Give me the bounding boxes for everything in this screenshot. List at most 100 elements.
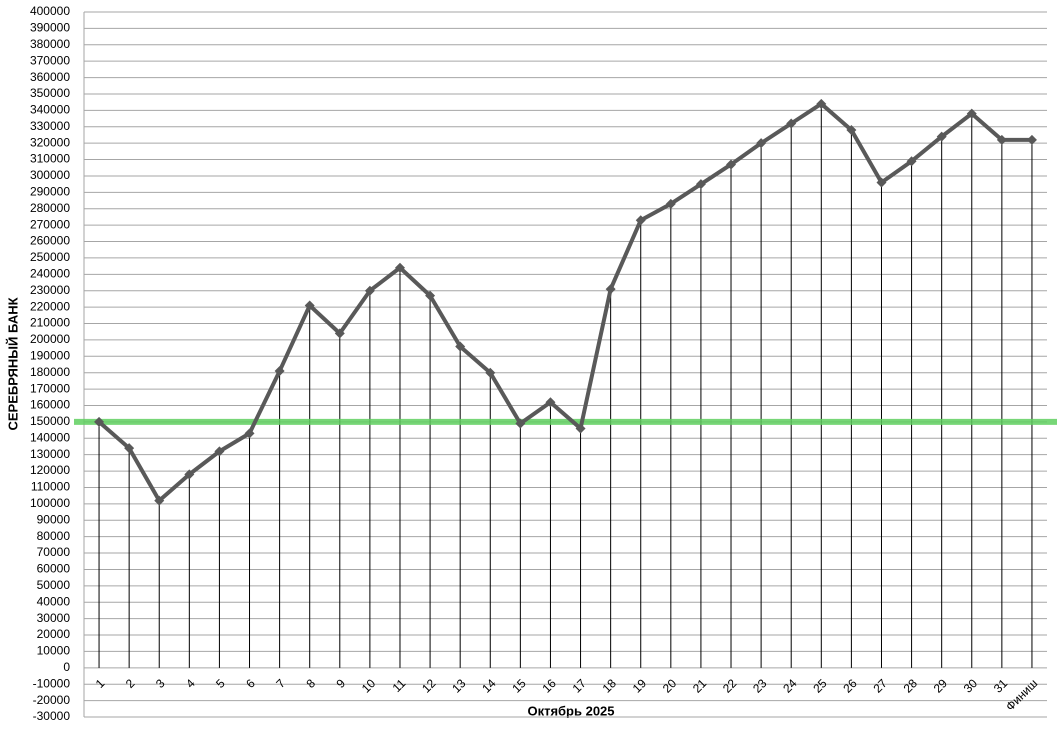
x-tick-label: 21 (690, 676, 710, 696)
x-tick-label: 10 (359, 676, 379, 696)
x-tick-label: 13 (449, 676, 469, 696)
y-tick-label: -10000 (33, 676, 71, 690)
data-point (816, 98, 827, 109)
y-tick-label: 270000 (30, 217, 70, 231)
data-point (756, 138, 767, 149)
y-tick-label: 210000 (30, 316, 70, 330)
data-point (184, 469, 195, 480)
y-tick-label: 250000 (30, 250, 70, 264)
data-point (394, 262, 405, 273)
y-tick-label: 200000 (30, 332, 70, 346)
x-tick-label: Финиш (1003, 676, 1040, 713)
data-point (515, 418, 526, 429)
data-point (334, 328, 345, 339)
x-tick-label: 19 (630, 676, 650, 696)
y-tick-label: 280000 (30, 201, 70, 215)
x-tick-label: 1 (93, 676, 108, 691)
x-tick-label: 24 (780, 676, 800, 696)
y-axis-title: СЕРЕБРЯНЫЙ БАНК (5, 297, 20, 430)
x-tick-label: 17 (570, 676, 590, 696)
y-tick-label: -20000 (33, 693, 71, 707)
y-tick-label: 310000 (30, 152, 70, 166)
y-tick-label: 240000 (30, 266, 70, 280)
y-tick-label: 190000 (30, 348, 70, 362)
y-tick-label: 230000 (30, 283, 70, 297)
data-point (154, 495, 165, 506)
data-point (364, 285, 375, 296)
x-tick-label: 20 (660, 676, 680, 696)
y-tick-label: 100000 (30, 496, 70, 510)
x-tick-label: 2 (123, 676, 138, 691)
y-tick-label: 300000 (30, 168, 70, 182)
x-tick-label: 16 (539, 676, 559, 696)
y-tick-label: 60000 (37, 562, 71, 576)
data-point (936, 131, 947, 142)
data-point (1026, 134, 1037, 145)
data-point (124, 443, 135, 454)
y-tick-label: 290000 (30, 185, 70, 199)
data-point (966, 108, 977, 119)
y-tick-label: 10000 (37, 644, 71, 658)
data-point (214, 446, 225, 457)
y-tick-label: 110000 (31, 480, 70, 494)
x-tick-label: 22 (720, 676, 740, 696)
x-tick-label: 30 (961, 676, 981, 696)
y-tick-label: 170000 (30, 381, 70, 395)
y-tick-label: -30000 (33, 709, 71, 723)
data-point (485, 367, 496, 378)
y-tick-label: 400000 (30, 4, 70, 18)
data-point (996, 134, 1007, 145)
data-point (575, 423, 586, 434)
y-tick-label: 340000 (30, 103, 70, 117)
data-point (605, 284, 616, 295)
data-point (244, 428, 255, 439)
y-tick-label: 20000 (37, 627, 71, 641)
y-tick-label: 160000 (30, 398, 70, 412)
x-tick-label: 11 (390, 676, 409, 695)
y-tick-label: 220000 (30, 299, 70, 313)
data-point (94, 416, 105, 427)
y-tick-label: 50000 (37, 578, 71, 592)
x-tick-label: 3 (153, 676, 168, 691)
x-tick-label: 31 (991, 676, 1011, 696)
y-tick-label: 380000 (30, 37, 70, 51)
data-point (635, 215, 646, 226)
x-tick-label: 6 (243, 676, 258, 691)
x-tick-label: 26 (840, 676, 860, 696)
y-tick-label: 260000 (30, 234, 70, 248)
y-tick-label: 90000 (37, 512, 71, 526)
x-tick-label: 7 (273, 676, 288, 691)
x-tick-label: 29 (931, 676, 951, 696)
y-tick-label: 390000 (30, 21, 70, 35)
y-tick-label: 140000 (30, 430, 70, 444)
y-tick-label: 150000 (30, 414, 70, 428)
y-tick-label: 120000 (30, 463, 70, 477)
data-point (304, 300, 315, 311)
data-line (97, 101, 1032, 503)
x-tick-label: 9 (334, 676, 349, 691)
data-point (455, 341, 466, 352)
x-tick-label: 14 (479, 676, 499, 696)
data-point (695, 179, 706, 190)
y-tick-label: 30000 (37, 611, 71, 625)
y-tick-label: 0 (63, 660, 70, 674)
x-tick-label: 12 (419, 676, 439, 696)
data-point (846, 125, 857, 136)
y-tick-label: 330000 (30, 119, 70, 133)
y-tick-label: 350000 (30, 86, 70, 100)
y-tick-label: 70000 (37, 545, 71, 559)
x-tick-label: 8 (303, 676, 318, 691)
data-point (274, 366, 285, 377)
x-tick-label: 18 (600, 676, 620, 696)
data-point (876, 177, 887, 188)
x-axis-title: Октябрь 2025 (527, 703, 614, 718)
y-tick-label: 80000 (37, 529, 71, 543)
x-tick-label: 15 (509, 676, 529, 696)
x-tick-label: 4 (183, 676, 198, 691)
y-tick-label: 40000 (37, 594, 71, 608)
y-tick-label: 370000 (30, 53, 70, 67)
x-tick-label: 27 (871, 676, 891, 696)
data-point (545, 397, 556, 408)
